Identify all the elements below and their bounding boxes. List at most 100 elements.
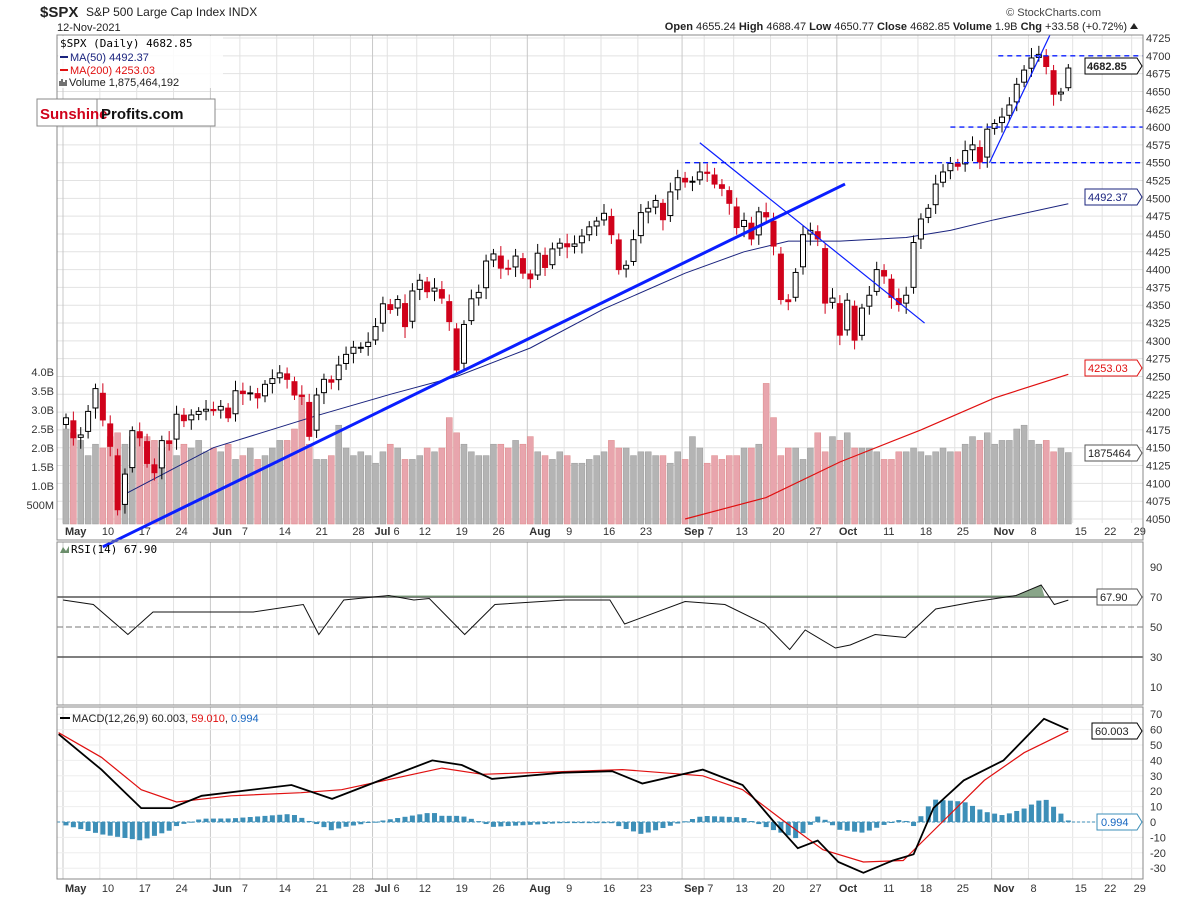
price-tick-label: 4725	[1146, 33, 1170, 45]
volume-bar	[563, 455, 571, 525]
volume-bar	[578, 462, 586, 525]
macd-histogram-bar	[549, 822, 555, 824]
candle-body	[1057, 91, 1064, 95]
ma50-line	[124, 203, 1069, 495]
rsi-tick-label: 90	[1150, 562, 1162, 574]
volume-bar	[969, 436, 976, 525]
candle-body	[733, 206, 740, 229]
macd-histogram-bar	[321, 822, 327, 828]
volume-bar	[195, 440, 202, 525]
macd-histogram-bar	[844, 822, 850, 831]
volume-bar	[549, 459, 556, 525]
candle-body	[792, 271, 799, 298]
price-tick-label: 4150	[1146, 443, 1170, 455]
macd-histogram-bar	[387, 819, 393, 822]
candle-body	[858, 307, 865, 336]
macd-histogram-bar	[1036, 800, 1042, 822]
volume-icon	[59, 79, 67, 86]
candle-body	[571, 243, 578, 247]
candle-body	[1065, 67, 1072, 89]
candle-body	[704, 171, 711, 174]
macd-histogram-bar	[314, 822, 320, 825]
hist-tag	[1096, 813, 1143, 831]
candle-body	[394, 299, 401, 309]
date-tick-label-bottom: 6	[393, 883, 399, 895]
candle-body	[195, 410, 202, 415]
macd-histogram-bar	[100, 822, 106, 835]
macd-histogram-bar	[409, 815, 415, 822]
macd-histogram-bar	[115, 822, 121, 837]
rsi-panel	[57, 584, 1143, 658]
macd-histogram-bar	[748, 821, 754, 823]
volume-bar	[652, 455, 659, 525]
date-tick-label-bottom: 13	[736, 883, 748, 895]
candle-body	[121, 473, 128, 505]
volume-bar	[762, 383, 770, 525]
candle-body	[851, 305, 858, 341]
date-tick-label-bottom: 19	[456, 883, 468, 895]
macd-histogram-bar	[623, 822, 629, 829]
macd-histogram-bar	[925, 806, 931, 822]
macd-histogram-bar	[373, 821, 379, 823]
volume-bar	[269, 447, 276, 525]
close-tag-text: 4682.85	[1087, 61, 1127, 73]
volume-bar	[622, 447, 630, 525]
date-tick-label-bottom: 22	[1104, 883, 1116, 895]
macd-histogram-bar	[336, 822, 342, 829]
candle-body	[542, 254, 549, 268]
volume-bar	[490, 443, 497, 525]
macd-histogram-bar	[918, 816, 924, 822]
candle-body	[180, 414, 187, 422]
date-tick-label: 23	[640, 526, 652, 538]
triangle-up-icon	[1130, 23, 1138, 29]
macd-histogram-bar	[601, 822, 607, 824]
candle-body	[70, 420, 77, 439]
candle-body	[549, 248, 556, 266]
volume-bar	[320, 459, 328, 525]
candle-body	[822, 248, 829, 304]
candle-body	[460, 323, 467, 364]
volume-bar	[512, 440, 519, 525]
volume-bar	[379, 451, 387, 525]
volume-bar	[151, 440, 158, 525]
volume-bar	[689, 436, 696, 525]
date-tick-label: 6	[393, 526, 399, 538]
macd-histogram-bar	[277, 814, 283, 822]
macd-histogram-bar	[1065, 820, 1071, 822]
macd-histogram-bar	[859, 822, 865, 833]
date-tick-label: May	[65, 526, 87, 538]
volume-bar	[637, 451, 645, 525]
candlesticks	[63, 45, 1072, 516]
volume-bar	[136, 432, 143, 525]
candle-body	[763, 212, 770, 218]
macd-histogram-bar	[299, 817, 305, 822]
date-tick-label-bottom: 21	[316, 883, 328, 895]
macd-histogram-bar	[947, 800, 953, 822]
candle-body	[777, 253, 784, 301]
macd-histogram-bar	[800, 822, 806, 834]
candle-body	[947, 162, 954, 172]
volume-bar	[961, 443, 969, 525]
macd-histogram-bar	[85, 822, 91, 831]
macd-histogram-bar	[837, 822, 843, 830]
date-tick-label: 12	[419, 526, 431, 538]
candle-body	[188, 414, 195, 421]
candle-body	[674, 177, 681, 191]
chg-label: Chg	[1021, 21, 1042, 33]
hist-tag-text: 0.994	[1101, 817, 1129, 829]
volume-tick-label: 2.5B	[31, 424, 54, 436]
volume-bar	[350, 455, 357, 525]
price-tick-label: 4100	[1146, 478, 1170, 490]
macd-histogram-bar	[454, 815, 460, 822]
index-name: S&P 500 Large Cap Index INDX	[86, 5, 257, 19]
date-tick-label: 27	[809, 526, 821, 538]
macd-histogram-bar	[505, 822, 511, 827]
open-value: 4655.24	[696, 21, 736, 33]
price-tick-label: 4550	[1146, 158, 1170, 170]
volume-bar	[453, 432, 460, 525]
date-tick-label-bottom: 18	[920, 883, 932, 895]
candle-body	[932, 183, 939, 206]
macd-histogram-bar	[756, 822, 762, 825]
candle-body	[239, 390, 246, 395]
candle-body	[696, 171, 703, 181]
